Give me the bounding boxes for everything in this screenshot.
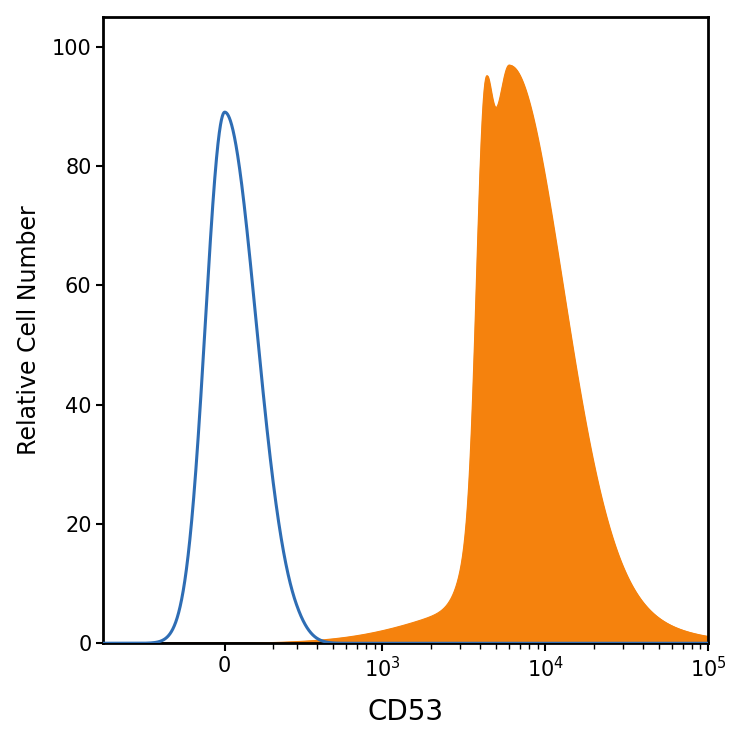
Y-axis label: Relative Cell Number: Relative Cell Number: [16, 205, 41, 455]
X-axis label: CD53: CD53: [368, 698, 444, 727]
